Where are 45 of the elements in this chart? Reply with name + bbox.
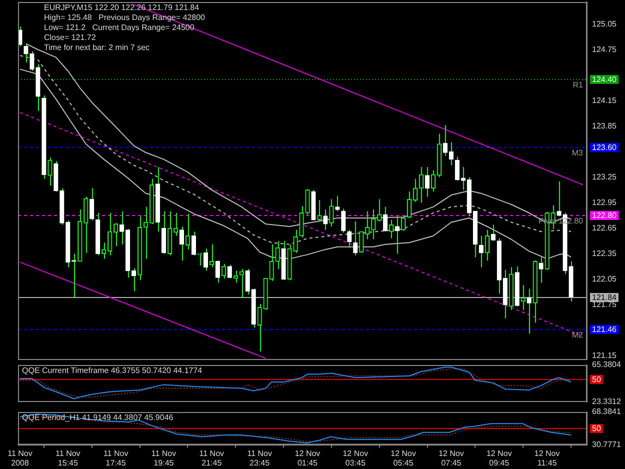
y-tick-label: 23.3312 <box>592 397 622 406</box>
annotation: 122.80 <box>592 211 618 220</box>
chart-title: EURJPY,M15 122.20 122.26 121.79 121.84 <box>44 3 200 12</box>
annotation: 121.84 <box>592 293 618 302</box>
x-tick-label: 11 Nov 17:45 <box>103 448 128 468</box>
y-tick-label: 123.25 <box>592 172 618 182</box>
y-tick-label: 124.15 <box>592 96 618 105</box>
annotation: Close= 121.72 <box>44 33 96 42</box>
candlestick <box>400 216 406 232</box>
annotation: 50 <box>592 424 602 434</box>
y-tick-label: 30.7771 <box>592 440 622 450</box>
x-tick-label: 12 Nov 07:45 <box>438 448 464 468</box>
y-tick-label: 122.65 <box>592 223 618 232</box>
y-tick-label: 122.95 <box>592 198 618 207</box>
x-tick-label: 12 Nov 01:45 <box>294 448 320 468</box>
x-tick-label: 12 Nov 11:45 <box>534 448 560 468</box>
y-tick-label: 68.3841 <box>592 407 622 416</box>
ref-line-label: R1 <box>572 80 584 90</box>
annotation: 50 <box>592 375 602 384</box>
chart-title: QQE Current Timeframe 46.3755 50.7420 44.1774 <box>22 366 203 376</box>
y-tick-label: 122.35 <box>592 248 618 258</box>
x-tick-label: 11 Nov 15:45 <box>56 448 80 468</box>
ref-line-label: M2 <box>572 330 584 340</box>
y-tick-label: 124.75 <box>592 44 618 54</box>
y-tick-label: 122.05 <box>592 274 618 284</box>
x-tick-label: 12 Nov 03:45 <box>342 448 368 468</box>
candlestick <box>263 278 268 310</box>
x-tick-label: 12 Nov 05:45 <box>390 448 416 468</box>
annotation: Low= 121.2 Current Days Range= 24500 <box>44 23 195 32</box>
y-tick-label: 125.05 <box>592 19 618 28</box>
x-tick-label: 12 Nov 09:45 <box>486 448 512 468</box>
y-tick-label: 121.75 <box>592 300 618 309</box>
candlestick <box>359 231 364 254</box>
ref-line-label: M3 <box>572 148 584 158</box>
annotation: 121.46 <box>592 325 618 334</box>
x-tick-label: 11 Nov 2008 <box>8 448 32 468</box>
y-tick-label: 65.3804 <box>592 360 622 370</box>
annotation: Time for next bar: 2 min 7 sec <box>44 43 150 52</box>
annotation: 123.60 <box>592 143 618 152</box>
x-tick-label: 11 Nov 19:45 <box>151 448 176 468</box>
y-tick-label: 123.85 <box>592 121 618 130</box>
y-tick-label: 121.15 <box>592 350 618 360</box>
annotation: 124.40 <box>592 75 618 84</box>
x-tick-label: 11 Nov 21:45 <box>199 448 224 468</box>
x-tick-label: 11 Nov 23:45 <box>247 448 272 468</box>
